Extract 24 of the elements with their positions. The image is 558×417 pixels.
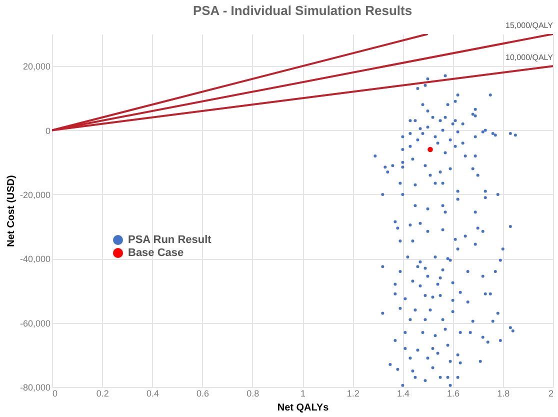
- x-tick-label: 0.8: [246, 388, 260, 398]
- y-tick-label: -40,000: [20, 254, 50, 264]
- x-tick-label: 1.4: [396, 388, 410, 398]
- legend-label: Base Case: [128, 247, 184, 259]
- legend-label: PSA Run Result: [128, 234, 212, 246]
- x-tick-label: 1.8: [497, 388, 510, 398]
- x-tick-label: 2: [548, 388, 554, 398]
- y-axis-title: Net Cost (USD): [6, 175, 17, 247]
- annotation: 10,000/QALY: [506, 53, 554, 62]
- x-tick-label: 1: [300, 388, 306, 398]
- y-tick-label: -80,000: [20, 382, 50, 392]
- x-tick-label: 0.6: [196, 388, 210, 398]
- x-tick-label: 1.6: [447, 388, 460, 398]
- y-tick-label: -20,000: [20, 190, 50, 200]
- chart-title: PSA - Individual Simulation Results: [192, 3, 412, 18]
- y-tick-label: 0: [45, 126, 50, 136]
- x-tick-label: 0.4: [146, 388, 159, 398]
- x-tick-label: 0.2: [96, 388, 109, 398]
- y-tick-label: -60,000: [20, 318, 50, 328]
- x-axis-title: Net QALYs: [277, 402, 330, 414]
- y-tick-label: 20,000: [22, 62, 50, 72]
- x-tick-label: 1.2: [346, 388, 360, 398]
- x-tick-label: 0: [52, 388, 58, 398]
- annotation: 15,000/QALY: [506, 21, 554, 30]
